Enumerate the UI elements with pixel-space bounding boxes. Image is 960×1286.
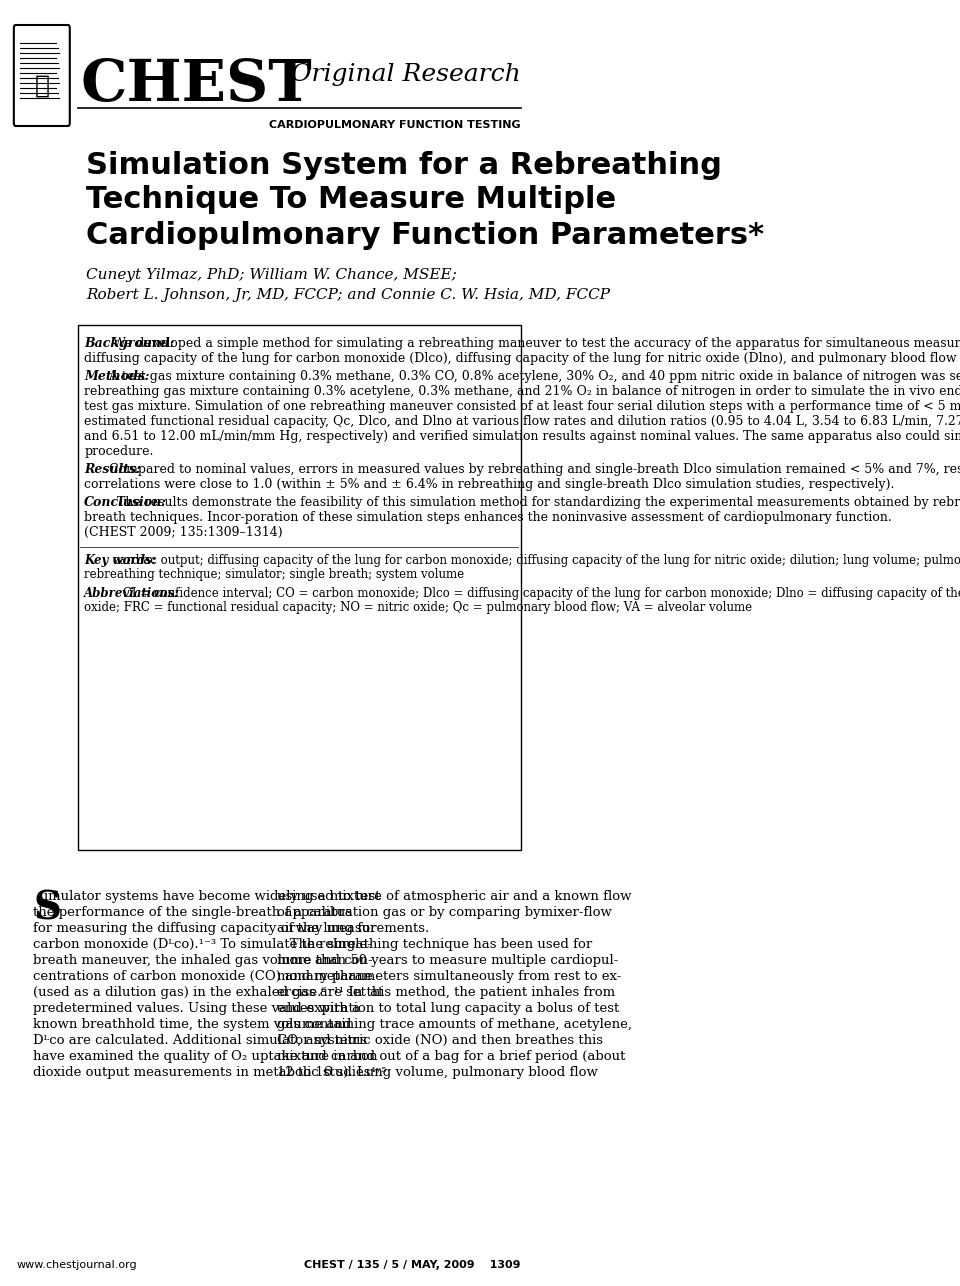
FancyBboxPatch shape [13,24,70,126]
Text: Key words:: Key words: [84,554,156,567]
Text: for measuring the diffusing capacity of the lung for: for measuring the diffusing capacity of … [34,922,376,935]
Text: breath maneuver, the inhaled gas volume and con-: breath maneuver, the inhaled gas volume … [34,954,372,967]
Text: airway measurements.: airway measurements. [276,922,429,935]
Text: monary parameters simultaneously from rest to ex-: monary parameters simultaneously from re… [276,970,621,983]
Text: CARDIOPULMONARY FUNCTION TESTING: CARDIOPULMONARY FUNCTION TESTING [269,120,520,130]
Text: Conclusion:: Conclusion: [84,496,167,509]
Text: CO, and nitric oxide (NO) and then breathes this: CO, and nitric oxide (NO) and then breat… [276,1034,603,1047]
Text: rebreathing technique; simulator; single breath; system volume: rebreathing technique; simulator; single… [84,568,465,581]
Text: The results demonstrate the feasibility of this simulation method for standardiz: The results demonstrate the feasibility … [113,496,960,509]
Text: Cuneyt Yilmaz, PhD; William W. Chance, MSEE;: Cuneyt Yilmaz, PhD; William W. Chance, M… [85,267,457,282]
Text: predetermined values. Using these values with a: predetermined values. Using these values… [34,1002,360,1015]
Text: diffusing capacity of the lung for carbon monoxide (Dlco), diffusing capacity of: diffusing capacity of the lung for carbo… [84,352,960,365]
Text: ercise.⁶⁻¹¹ In this method, the patient inhales from: ercise.⁶⁻¹¹ In this method, the patient … [276,986,615,999]
Text: S: S [34,890,61,928]
Text: A test gas mixture containing 0.3% methane, 0.3% CO, 0.8% acetylene, 30% O₂, and: A test gas mixture containing 0.3% metha… [106,370,960,383]
Text: Dᴸco are calculated. Additional simulator systems: Dᴸco are calculated. Additional simulato… [34,1034,368,1047]
Text: imulator systems have become widely used to test: imulator systems have become widely used… [44,890,381,903]
Text: Results:: Results: [84,463,141,476]
Text: We developed a simple method for simulating a rebreathing maneuver to test the a: We developed a simple method for simulat… [113,337,960,350]
Text: 🦅: 🦅 [35,73,49,98]
Text: known breathhold time, the system volume and: known breathhold time, the system volume… [34,1019,351,1031]
Text: 12 to 16 s). Lung volume, pulmonary blood flow: 12 to 16 s). Lung volume, pulmonary bloo… [276,1066,598,1079]
Text: breath techniques. Incor-poration of these simulation steps enhances the noninva: breath techniques. Incor-poration of the… [84,511,892,523]
FancyBboxPatch shape [78,325,520,850]
Text: Simulation System for a Rebreathing: Simulation System for a Rebreathing [85,150,722,180]
Text: and 6.51 to 12.00 mL/min/mm Hg, respectively) and verified simulation results ag: and 6.51 to 12.00 mL/min/mm Hg, respecti… [84,430,960,442]
Text: Original Research: Original Research [291,63,520,86]
Text: mixture in and out of a bag for a brief period (about: mixture in and out of a bag for a brief … [276,1049,625,1064]
Text: procedure.: procedure. [84,445,154,458]
Text: Background:: Background: [84,337,175,350]
Text: cardiac output; diffusing capacity of the lung for carbon monoxide; diffusing ca: cardiac output; diffusing capacity of th… [109,554,960,567]
Text: CI = confidence interval; CO = carbon monoxide; Dlco = diffusing capacity of the: CI = confidence interval; CO = carbon mo… [119,586,960,601]
Text: rebreathing gas mixture containing 0.3% acetylene, 0.3% methane, and 21% O₂ in b: rebreathing gas mixture containing 0.3% … [84,385,960,397]
Text: CHEST / 135 / 5 / MAY, 2009  1309: CHEST / 135 / 5 / MAY, 2009 1309 [304,1260,520,1271]
Text: carbon monoxide (Dᴸco).¹⁻³ To simulate the single-: carbon monoxide (Dᴸco).¹⁻³ To simulate t… [34,937,372,952]
Text: have examined the quality of O₂ uptake and carbon: have examined the quality of O₂ uptake a… [34,1049,377,1064]
Text: test gas mixture. Simulation of one rebreathing maneuver consisted of at least f: test gas mixture. Simulation of one rebr… [84,400,960,413]
Text: Technique To Measure Multiple: Technique To Measure Multiple [85,185,616,215]
Text: correlations were close to 1.0 (within ± 5% and ± 6.4% in rebreathing and single: correlations were close to 1.0 (within ±… [84,478,895,491]
Text: more than 50 years to measure multiple cardiopul-: more than 50 years to measure multiple c… [276,954,618,967]
Text: using a mixture of atmospheric air and a known flow: using a mixture of atmospheric air and a… [276,890,632,903]
Text: (used as a dilution gas) in the exhaled gas are set at: (used as a dilution gas) in the exhaled … [34,986,384,999]
Text: The rebreathing technique has been used for: The rebreathing technique has been used … [276,937,592,952]
Text: Compared to nominal values, errors in measured values by rebreathing and single-: Compared to nominal values, errors in me… [106,463,960,476]
Text: Methods:: Methods: [84,370,150,383]
Text: oxide; FRC = functional residual capacity; NO = nitric oxide; Qc = pulmonary blo: oxide; FRC = functional residual capacit… [84,601,753,613]
Text: Robert L. Johnson, Jr, MD, FCCP; and Connie C. W. Hsia, MD, FCCP: Robert L. Johnson, Jr, MD, FCCP; and Con… [85,288,610,302]
Text: Abbreviations:: Abbreviations: [84,586,180,601]
Text: gas containing trace amounts of methane, acetylene,: gas containing trace amounts of methane,… [276,1019,632,1031]
Text: end-expiration to total lung capacity a bolus of test: end-expiration to total lung capacity a … [276,1002,619,1015]
Text: estimated functional residual capacity, Qc, Dlco, and Dlno at various flow rates: estimated functional residual capacity, … [84,415,960,428]
Text: Cardiopulmonary Function Parameters*: Cardiopulmonary Function Parameters* [85,220,764,249]
Text: CHEST: CHEST [81,57,312,113]
Text: (CHEST 2009; 135:1309–1314): (CHEST 2009; 135:1309–1314) [84,526,283,539]
Text: www.chestjournal.org: www.chestjournal.org [16,1260,137,1271]
Text: centrations of carbon monoxide (CO) and methane: centrations of carbon monoxide (CO) and … [34,970,372,983]
Text: dioxide output measurements in metabolic studies⁴ʸ⁵: dioxide output measurements in metabolic… [34,1066,387,1079]
Text: of a calibration gas or by comparing bymixer-flow: of a calibration gas or by comparing bym… [276,907,612,919]
Text: the performance of the single-breath apparatus: the performance of the single-breath app… [34,907,352,919]
